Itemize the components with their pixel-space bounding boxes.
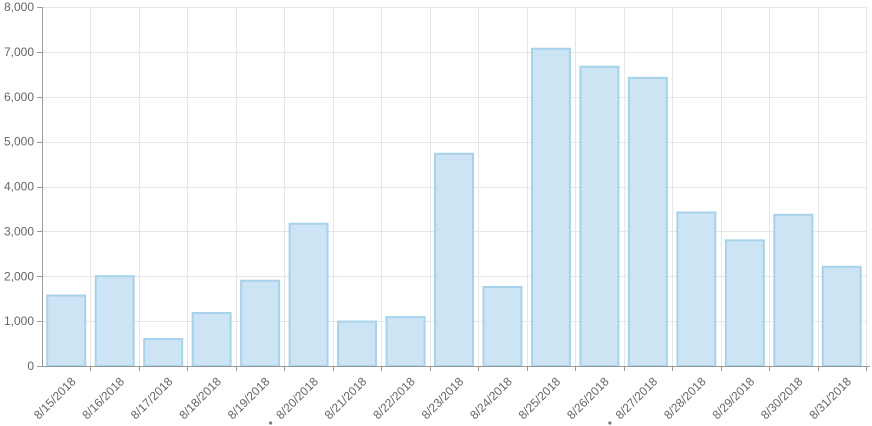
x-tick-label: 8/27/2018 — [613, 374, 661, 422]
y-tick-label: 4,000 — [4, 180, 34, 194]
x-tick-label: 8/31/2018 — [806, 374, 854, 422]
x-tick-label: 8/21/2018 — [322, 374, 370, 422]
bar — [530, 47, 571, 367]
category-marker-dot — [268, 421, 273, 425]
bar — [46, 294, 87, 368]
y-tick-label: 6,000 — [4, 90, 34, 104]
x-tick-label: 8/18/2018 — [176, 374, 224, 422]
bar — [579, 65, 620, 367]
bars — [46, 47, 862, 368]
x-tick-label: 8/20/2018 — [273, 374, 321, 422]
bar — [821, 265, 862, 368]
grid — [42, 7, 867, 366]
y-tick-label: 0 — [27, 359, 34, 373]
y-axis-labels: 0 1,000 2,000 3,000 4,000 5,000 6,000 7,000 8,00… — [4, 0, 34, 373]
x-tick-label: 8/22/2018 — [370, 374, 418, 422]
y-tick-label: 5,000 — [4, 135, 34, 149]
axes — [37, 7, 870, 371]
x-tick-label: 8/17/2018 — [128, 374, 176, 422]
bar — [143, 338, 184, 368]
bar — [627, 76, 668, 367]
bar — [482, 286, 523, 367]
y-tick-label: 7,000 — [4, 45, 34, 59]
y-tick-label: 3,000 — [4, 224, 34, 238]
x-tick-label: 8/28/2018 — [661, 374, 709, 422]
x-tick-label: 8/23/2018 — [419, 374, 467, 422]
bar — [676, 211, 717, 367]
x-tick-label: 8/30/2018 — [758, 374, 806, 422]
x-tick-label: 8/24/2018 — [467, 374, 515, 422]
bar — [191, 312, 232, 367]
bar — [240, 279, 281, 367]
x-tick-label: 8/16/2018 — [79, 374, 127, 422]
x-tick-label: 8/19/2018 — [225, 374, 273, 422]
bar — [337, 320, 378, 368]
bar — [94, 275, 135, 367]
x-tick-label: 8/26/2018 — [564, 374, 612, 422]
y-tick-label: 1,000 — [4, 314, 34, 328]
x-axis-labels: 8/15/2018 8/16/2018 8/17/2018 8/18/2018 8/19… — [31, 374, 854, 425]
x-tick-label: 8/15/2018 — [31, 374, 79, 422]
bar — [288, 222, 329, 367]
x-tick-label: 8/25/2018 — [516, 374, 564, 422]
bar — [773, 213, 814, 367]
bar — [724, 239, 765, 368]
y-tick-label: 2,000 — [4, 269, 34, 283]
x-tick-label: 8/29/2018 — [710, 374, 758, 422]
y-tick-label: 8,000 — [4, 0, 34, 14]
bar — [385, 316, 426, 367]
bar — [434, 152, 474, 367]
category-marker-dot — [608, 421, 612, 425]
